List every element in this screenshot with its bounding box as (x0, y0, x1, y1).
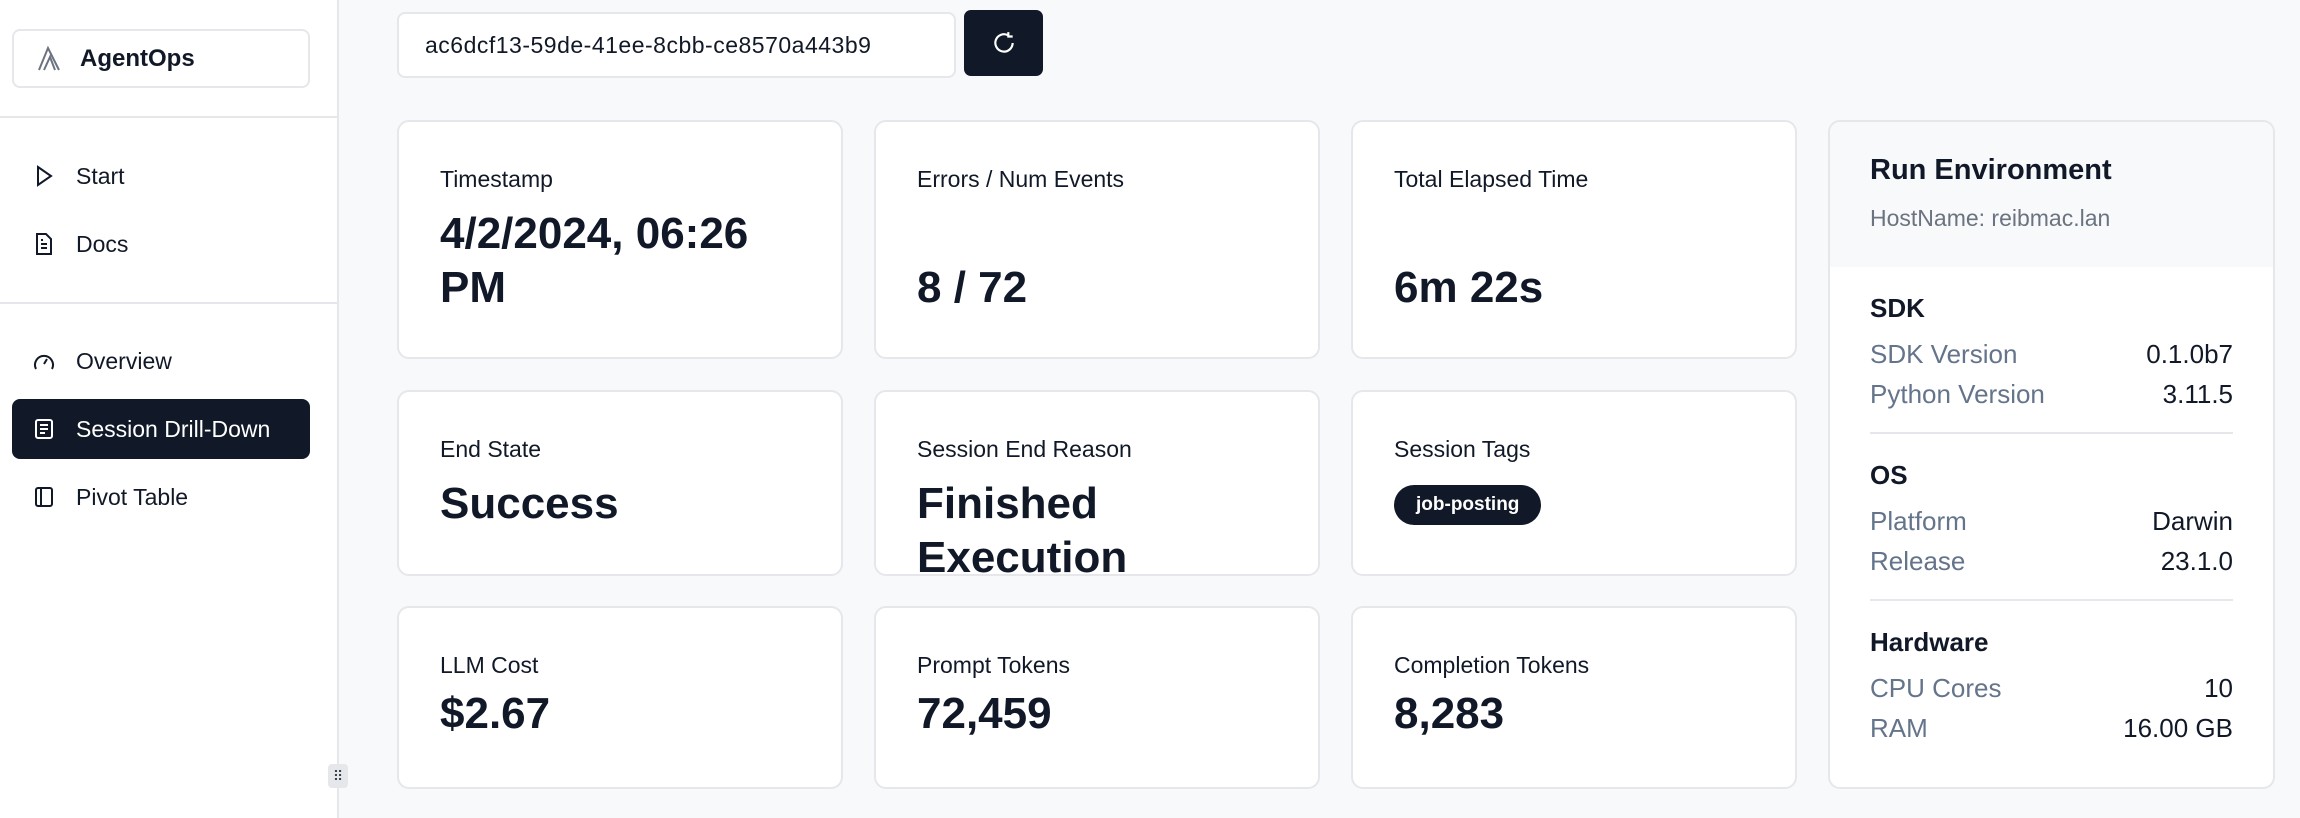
sidebar: AgentOps Start Docs Overview Session Dri… (0, 0, 339, 818)
card-label: Session Tags (1394, 436, 1531, 462)
section-title: SDK (1870, 293, 1925, 323)
document-icon (36, 233, 52, 255)
env-value: 0.1.0b7 (2146, 339, 2233, 369)
env-value: 16.00 GB (2123, 713, 2233, 743)
prompt-tokens-card: Prompt Tokens 72,459 (874, 606, 1320, 789)
env-value: 10 (2204, 673, 2233, 703)
brand-logo[interactable]: AgentOps (12, 29, 310, 88)
section-title: Hardware (1870, 627, 1989, 657)
env-row: SDK Version 0.1.0b7 (1870, 334, 2233, 374)
sidebar-divider (0, 302, 337, 304)
sidebar-item-session-drill-down[interactable]: Session Drill-Down (12, 399, 310, 459)
sidebar-item-docs[interactable]: Docs (12, 214, 310, 274)
env-row: Release 23.1.0 (1870, 541, 2233, 581)
sidebar-divider (0, 116, 337, 118)
sidebar-item-label: Start (76, 162, 125, 189)
card-label: Total Elapsed Time (1394, 166, 1589, 192)
sidebar-item-label: Session Drill-Down (76, 415, 271, 442)
env-key: SDK Version (1870, 339, 2018, 369)
card-value: Finished Execution (917, 479, 1128, 582)
completion-tokens-card: Completion Tokens 8,283 (1351, 606, 1797, 789)
card-value: Success (440, 479, 619, 528)
card-value: 8,283 (1394, 689, 1505, 738)
env-row: Python Version 3.11.5 (1870, 374, 2233, 414)
card-value: 6m 22s (1394, 263, 1544, 312)
gauge-icon (34, 354, 54, 370)
run-environment-card: Run Environment HostName: reibmac.lan SD… (1828, 120, 2275, 789)
card-label: Prompt Tokens (917, 652, 1070, 678)
card-value: $2.67 (440, 689, 551, 738)
session-tags-card: Session Tags job-posting (1351, 390, 1797, 576)
timestamp-card: Timestamp 4/2/2024, 06:26 PM (397, 120, 843, 359)
agentops-logo-icon (38, 45, 60, 70)
card-value: 4/2/2024, 06:26 PM (440, 209, 749, 312)
section-divider (1870, 432, 2233, 434)
sidebar-item-label: Overview (76, 347, 172, 374)
refresh-button[interactable] (964, 10, 1043, 76)
env-header: Run Environment HostName: reibmac.lan (1830, 122, 2273, 267)
env-value: 23.1.0 (2160, 546, 2233, 576)
section-divider (1870, 599, 2233, 601)
play-icon (37, 165, 53, 187)
card-label: End State (440, 436, 542, 462)
env-key: Release (1870, 546, 1966, 576)
sidebar-item-start[interactable]: Start (12, 146, 310, 206)
card-label: Timestamp (440, 166, 553, 192)
card-label: Errors / Num Events (917, 166, 1125, 192)
refresh-icon (993, 32, 1014, 53)
brand-name: AgentOps (80, 44, 195, 72)
llm-cost-card: LLM Cost $2.67 (397, 606, 843, 789)
section-title: OS (1870, 460, 1908, 490)
env-key: Python Version (1870, 379, 2045, 409)
card-label: LLM Cost (440, 652, 539, 678)
env-key: Platform (1870, 506, 1967, 536)
hardware-section: Hardware CPU Cores 10 RAM 16.00 GB (1830, 627, 2273, 748)
env-title: Run Environment (1870, 154, 2112, 186)
env-value: 3.11.5 (2162, 379, 2233, 409)
end-state-card: End State Success (397, 390, 843, 576)
end-reason-card: Session End Reason Finished Execution (874, 390, 1320, 582)
list-icon (35, 419, 53, 439)
session-id-input[interactable]: ac6dcf13-59de-41ee-8cbb-ce8570a443b9 (397, 12, 956, 78)
sdk-section: SDK SDK Version 0.1.0b7 Python Version 3.1… (1830, 293, 2273, 414)
sidebar-item-label: Pivot Table (76, 483, 189, 510)
sidebar-item-pivot-table[interactable]: Pivot Table (12, 467, 310, 527)
env-hostname: HostName: reibmac.lan (1870, 205, 2111, 231)
tag-badge[interactable]: job-posting (1394, 485, 1542, 525)
card-label: Completion Tokens (1394, 652, 1590, 678)
card-label: Session End Reason (917, 436, 1132, 462)
env-row: RAM 16.00 GB (1870, 708, 2233, 748)
env-key: CPU Cores (1870, 673, 2002, 703)
env-value: Darwin (2152, 506, 2233, 536)
env-row: CPU Cores 10 (1870, 668, 2233, 708)
sidebar-item-label: Docs (76, 230, 129, 257)
os-section: OS Platform Darwin Release 23.1.0 (1830, 460, 2273, 581)
env-row: Platform Darwin (1870, 501, 2233, 541)
card-value: 72,459 (917, 689, 1052, 738)
sidebar-resize-handle[interactable]: ⠿ (328, 764, 348, 788)
errors-card: Errors / Num Events 8 / 72 (874, 120, 1320, 359)
sidebar-item-overview[interactable]: Overview (12, 331, 310, 391)
panel-icon (35, 487, 53, 507)
elapsed-card: Total Elapsed Time 6m 22s (1351, 120, 1797, 359)
env-key: RAM (1870, 713, 1928, 743)
card-value: 8 / 72 (917, 263, 1028, 312)
